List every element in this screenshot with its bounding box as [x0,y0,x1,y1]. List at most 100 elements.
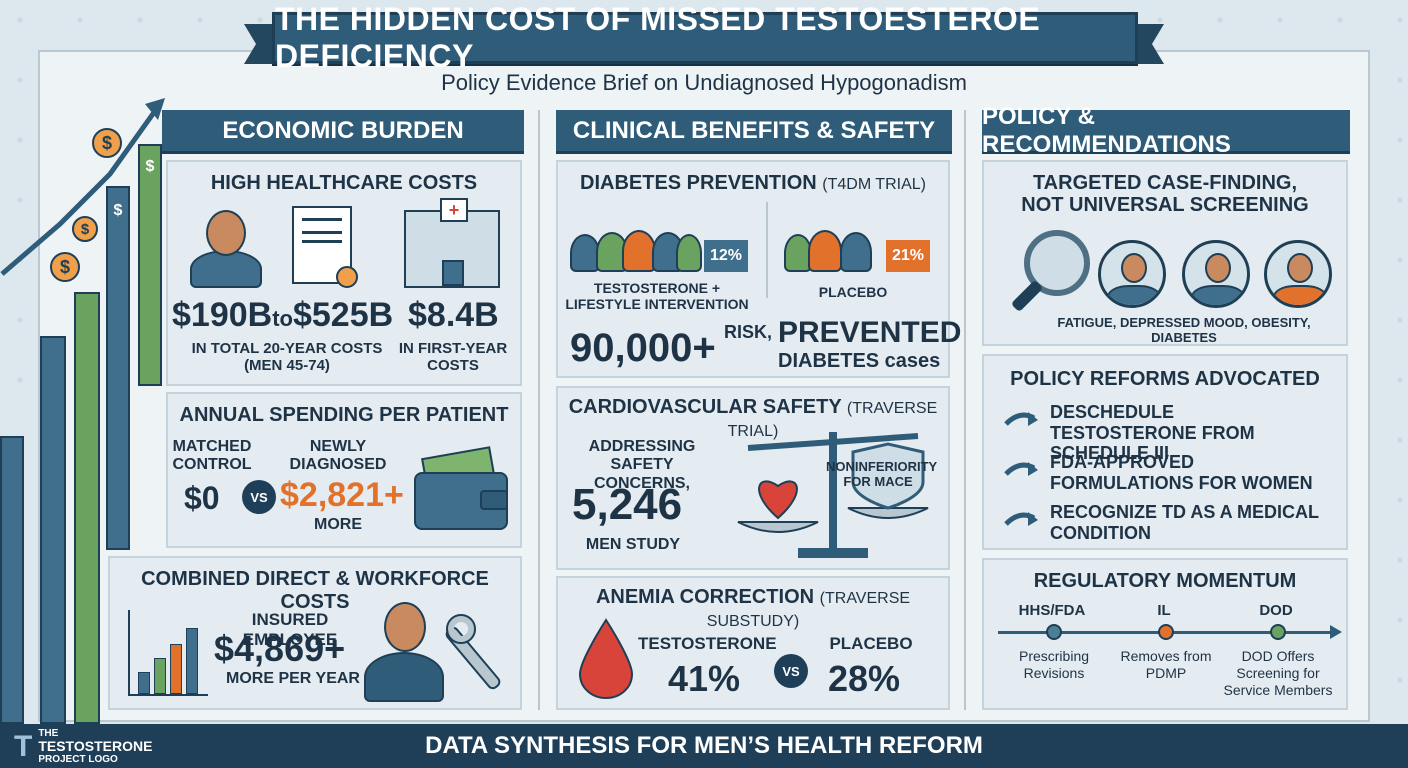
panel-title: POLICY REFORMS ADVOCATED [1010,368,1320,390]
column-header-policy: POLICY & RECOMMENDATIONS [982,103,1350,158]
logo-line3: PROJECT LOGO [38,754,118,766]
anemia-title: ANEMIA CORRECTION [595,586,815,608]
arrow-icon [1004,512,1038,526]
magnifier-icon [1010,230,1090,313]
reform-item-2: FDA-APPROVED FORMULATIONS FOR WOMEN [1050,452,1313,493]
bill-document-icon [292,206,358,288]
testosterone-label: TESTOSTERONE [638,634,777,653]
blood-drop-icon [578,618,634,700]
timeline-point-desc: Prescribing Revisions [1018,648,1090,681]
decor-bar-3 [74,292,100,724]
timeline-dot [1270,624,1286,640]
placebo-pct-box: 21% [886,240,930,272]
column-divider [538,110,540,710]
panel-title: CARDIOVASCULAR SAFETY (TRAVERSE TRIAL) [558,396,948,442]
panel-title: ANEMIA CORRECTION (TRAVERSE SUBSTUDY) [558,586,948,632]
panel-title: COMBINED DIRECT & WORKFORCE COSTS [141,568,489,613]
hospital-icon: + [404,198,500,288]
logo-line1: THE [38,728,59,739]
cardio-trial: (TRAVERSE TRIAL) [727,400,938,440]
timeline-point-label: IL [1157,602,1171,619]
panel-title: DIABETES PREVENTION (T4DM TRIAL) [558,172,948,195]
cost-range-low: $190B [172,296,273,334]
page-subtitle: Policy Evidence Brief on Undiagnosed Hyp… [441,70,967,95]
matched-control-value: $0 [184,480,220,516]
dollar-coin-icon: $ [50,252,80,282]
panel-title: REGULATORY MOMENTUM [1033,570,1297,592]
insured-employee-label: INSURED EMPLOYEE [242,610,338,649]
arrow-icon [1004,412,1038,426]
dollar-coin-icon: $ [72,216,98,242]
vs-badge: VS [774,654,808,688]
wallet-icon [414,446,508,530]
treatment-label: TESTOSTERONE + LIFESTYLE INTERVENTION [565,280,749,313]
men-study-label: MEN STUDY [585,536,681,553]
decor-bar-4: $ [106,186,130,550]
placebo-value: 28% [828,658,901,699]
timeline-arrowhead [1330,625,1342,639]
patient-avatar [1182,240,1250,308]
panel-title: HIGH HEALTHCARE COSTS [210,172,478,194]
targeted-title-line2: NOT UNIVERSAL SCREENING [1021,194,1309,216]
prevented-cases-number: 90,000+ [570,326,716,370]
balance-scale-icon [737,432,929,558]
patient-avatar [1098,240,1166,308]
first-year-cost: $8.4B [408,296,499,334]
logo-line2: TESTOSTERONE [38,738,153,754]
panel-regulatory-momentum: REGULATORY MOMENTUM HHS/FDA Prescribing … [982,558,1348,710]
newly-diagnosed-caption: MORE [314,516,362,533]
treatment-pct-box: 12% [704,240,748,272]
decor-bar-1 [0,436,24,724]
first-year-caption: IN FIRST-YEAR COSTS [398,340,508,375]
decor-bar-2 [40,336,66,724]
timeline-point-label: DOD [1259,602,1293,619]
timeline-point-desc: Removes from PDMP [1120,648,1212,681]
diabetes-cases-label: DIABETES cases [778,350,941,372]
group-divider [766,202,768,298]
symptoms-list: FATIGUE, DEPRESSED MOOD, OBESITY, DIABET… [1057,315,1311,345]
panel-cardiovascular-safety: CARDIOVASCULAR SAFETY (TRAVERSE TRIAL) A… [556,386,950,570]
panel-policy-reforms: POLICY REFORMS ADVOCATED DESCHEDULE TEST… [982,354,1348,550]
safety-concern-label: ADDRESSING SAFETY CONCERNS, [588,438,696,492]
placebo-group-icon [784,202,880,272]
newly-diagnosed-label: NEWLY DIAGNOSED [289,438,387,474]
anemia-trial: (TRAVERSE SUBSTUDY) [706,590,911,630]
timeline-dot [1046,624,1062,640]
bar-chart-icon [128,610,208,696]
column-header-economic: ECONOMIC BURDEN [162,110,524,154]
panel-annual-spending: ANNUAL SPENDING PER PATIENT MATCHED CONT… [166,392,522,548]
newly-diagnosed-value: $2,821+ [280,476,404,514]
column-header-clinical: CLINICAL BENEFITS & SAFETY [556,110,952,154]
noninferiority-label: NONINFERIORITY FOR MACE [826,459,938,489]
wrench-icon [440,614,506,696]
page-title: THE HIDDEN COST OF MISSED TESTOESTEROE D… [272,1,1138,74]
insured-employee-value: $4,869+ [214,628,346,669]
testosterone-value: 41% [668,658,741,699]
panel-title: ANNUAL SPENDING PER PATIENT [179,404,509,426]
panel-workforce-costs: COMBINED DIRECT & WORKFORCE COSTS INSURE… [108,556,522,710]
cost-range-caption: IN TOTAL 20-YEAR COSTS (MEN 45-74) [191,340,383,375]
panel-targeted-case-finding: TARGETED CASE-FINDING, NOT UNIVERSAL SCR… [982,160,1348,346]
panel-diabetes-prevention: DIABETES PREVENTION (T4DM TRIAL) 12% TES… [556,160,961,378]
cost-range: $190Bto$525B [172,296,393,335]
businessman-icon [364,598,444,702]
panel-high-healthcare-costs: HIGH HEALTHCARE COSTS + $190Bto$525B IN … [166,160,522,386]
placebo-label: PLACEBO [829,634,913,653]
insured-employee-caption: MORE PER YEAR [226,670,360,687]
matched-control-label: MATCHED CONTROL [172,438,252,474]
panel-anemia-correction: ANEMIA CORRECTION (TRAVERSE SUBSTUDY) TE… [556,576,950,710]
decor-bar-5: $ [138,144,162,386]
growth-arrow-icon [0,98,165,276]
cost-range-to: to [272,306,293,331]
timeline-point-label: HHS/FDA [1018,602,1086,619]
timeline-dot [1158,624,1174,640]
footer-banner: DATA SYNTHESIS FOR MEN’S HEALTH REFORM [0,724,1408,768]
timeline-point-desc: DOD Offers Screening for Service Members [1223,648,1333,698]
reform-item-3: RECOGNIZE TD AS A MEDICAL CONDITION [1050,502,1319,543]
targeted-title-line1: TARGETED CASE-FINDING, [1032,172,1298,194]
testosterone-project-logo: T THE TESTOSTERONE PROJECT LOGO [14,728,152,765]
man-icon [186,206,266,290]
diabetes-title: DIABETES PREVENTION [580,172,817,194]
diabetes-trial: (T4DM TRIAL) [822,176,926,193]
column-divider [964,110,966,710]
